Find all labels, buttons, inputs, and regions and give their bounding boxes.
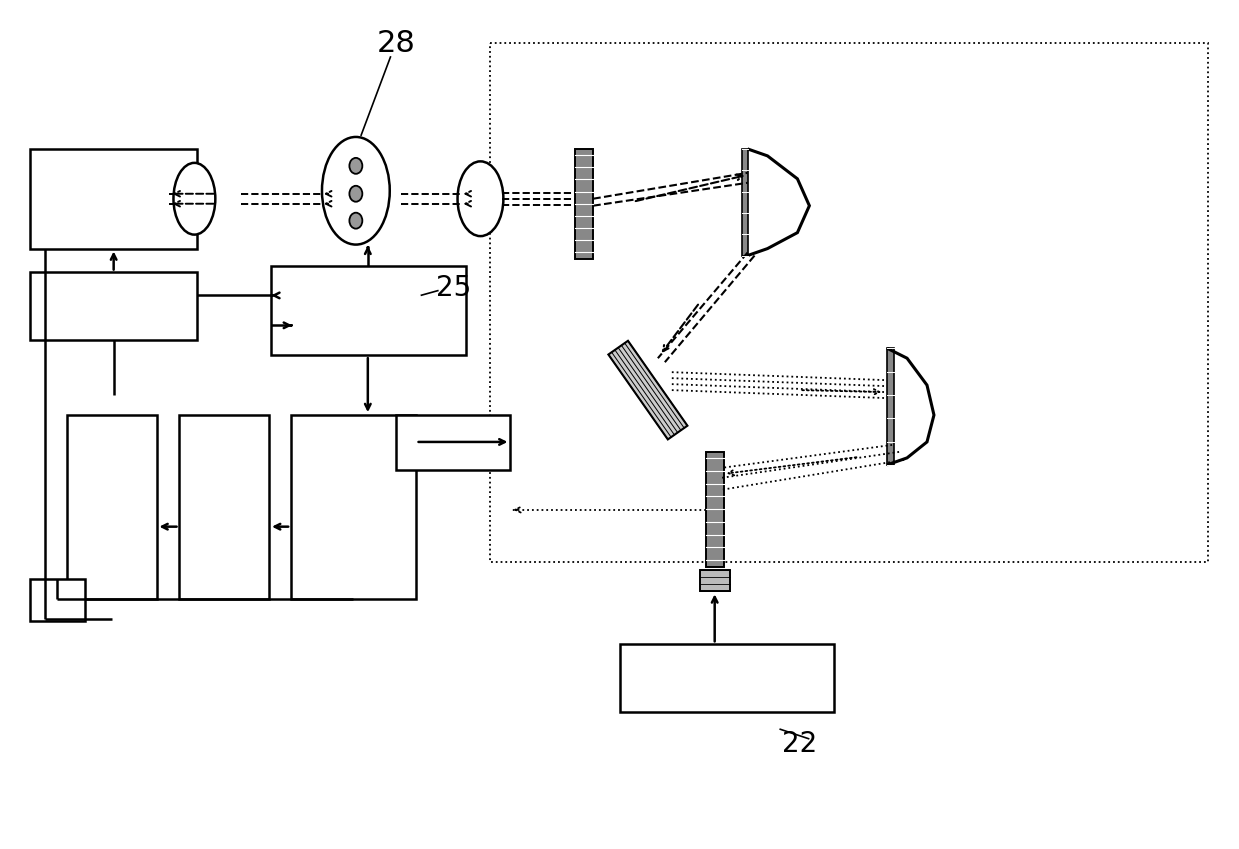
Text: 25: 25 — [436, 274, 471, 302]
Bar — [180, 415, 269, 599]
Polygon shape — [742, 149, 747, 256]
Bar — [291, 415, 415, 599]
Bar — [620, 644, 834, 712]
Ellipse shape — [349, 186, 362, 202]
Text: 28: 28 — [377, 29, 415, 58]
Ellipse shape — [457, 161, 503, 236]
Bar — [700, 570, 730, 592]
Bar — [30, 580, 84, 621]
Bar — [706, 452, 724, 566]
Ellipse shape — [173, 163, 216, 234]
Polygon shape — [608, 340, 688, 440]
Ellipse shape — [349, 158, 362, 174]
Bar — [271, 266, 466, 355]
Bar — [491, 43, 1208, 561]
Ellipse shape — [322, 137, 390, 245]
Ellipse shape — [349, 213, 362, 228]
Bar — [67, 415, 156, 599]
Polygon shape — [887, 348, 895, 465]
Bar — [30, 149, 197, 249]
Bar — [575, 149, 593, 259]
Bar — [30, 273, 197, 340]
Text: 22: 22 — [782, 730, 817, 758]
Bar — [395, 415, 510, 469]
